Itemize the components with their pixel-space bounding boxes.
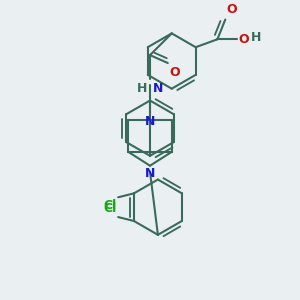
Text: Cl: Cl [103,202,116,215]
Text: H: H [137,82,147,95]
Text: N: N [145,115,155,128]
Text: H: H [251,31,261,44]
Text: N: N [153,82,163,95]
Text: N: N [145,167,155,180]
Text: O: O [238,33,249,46]
Text: O: O [170,66,180,79]
Text: O: O [226,3,237,16]
Text: Cl: Cl [103,199,116,212]
